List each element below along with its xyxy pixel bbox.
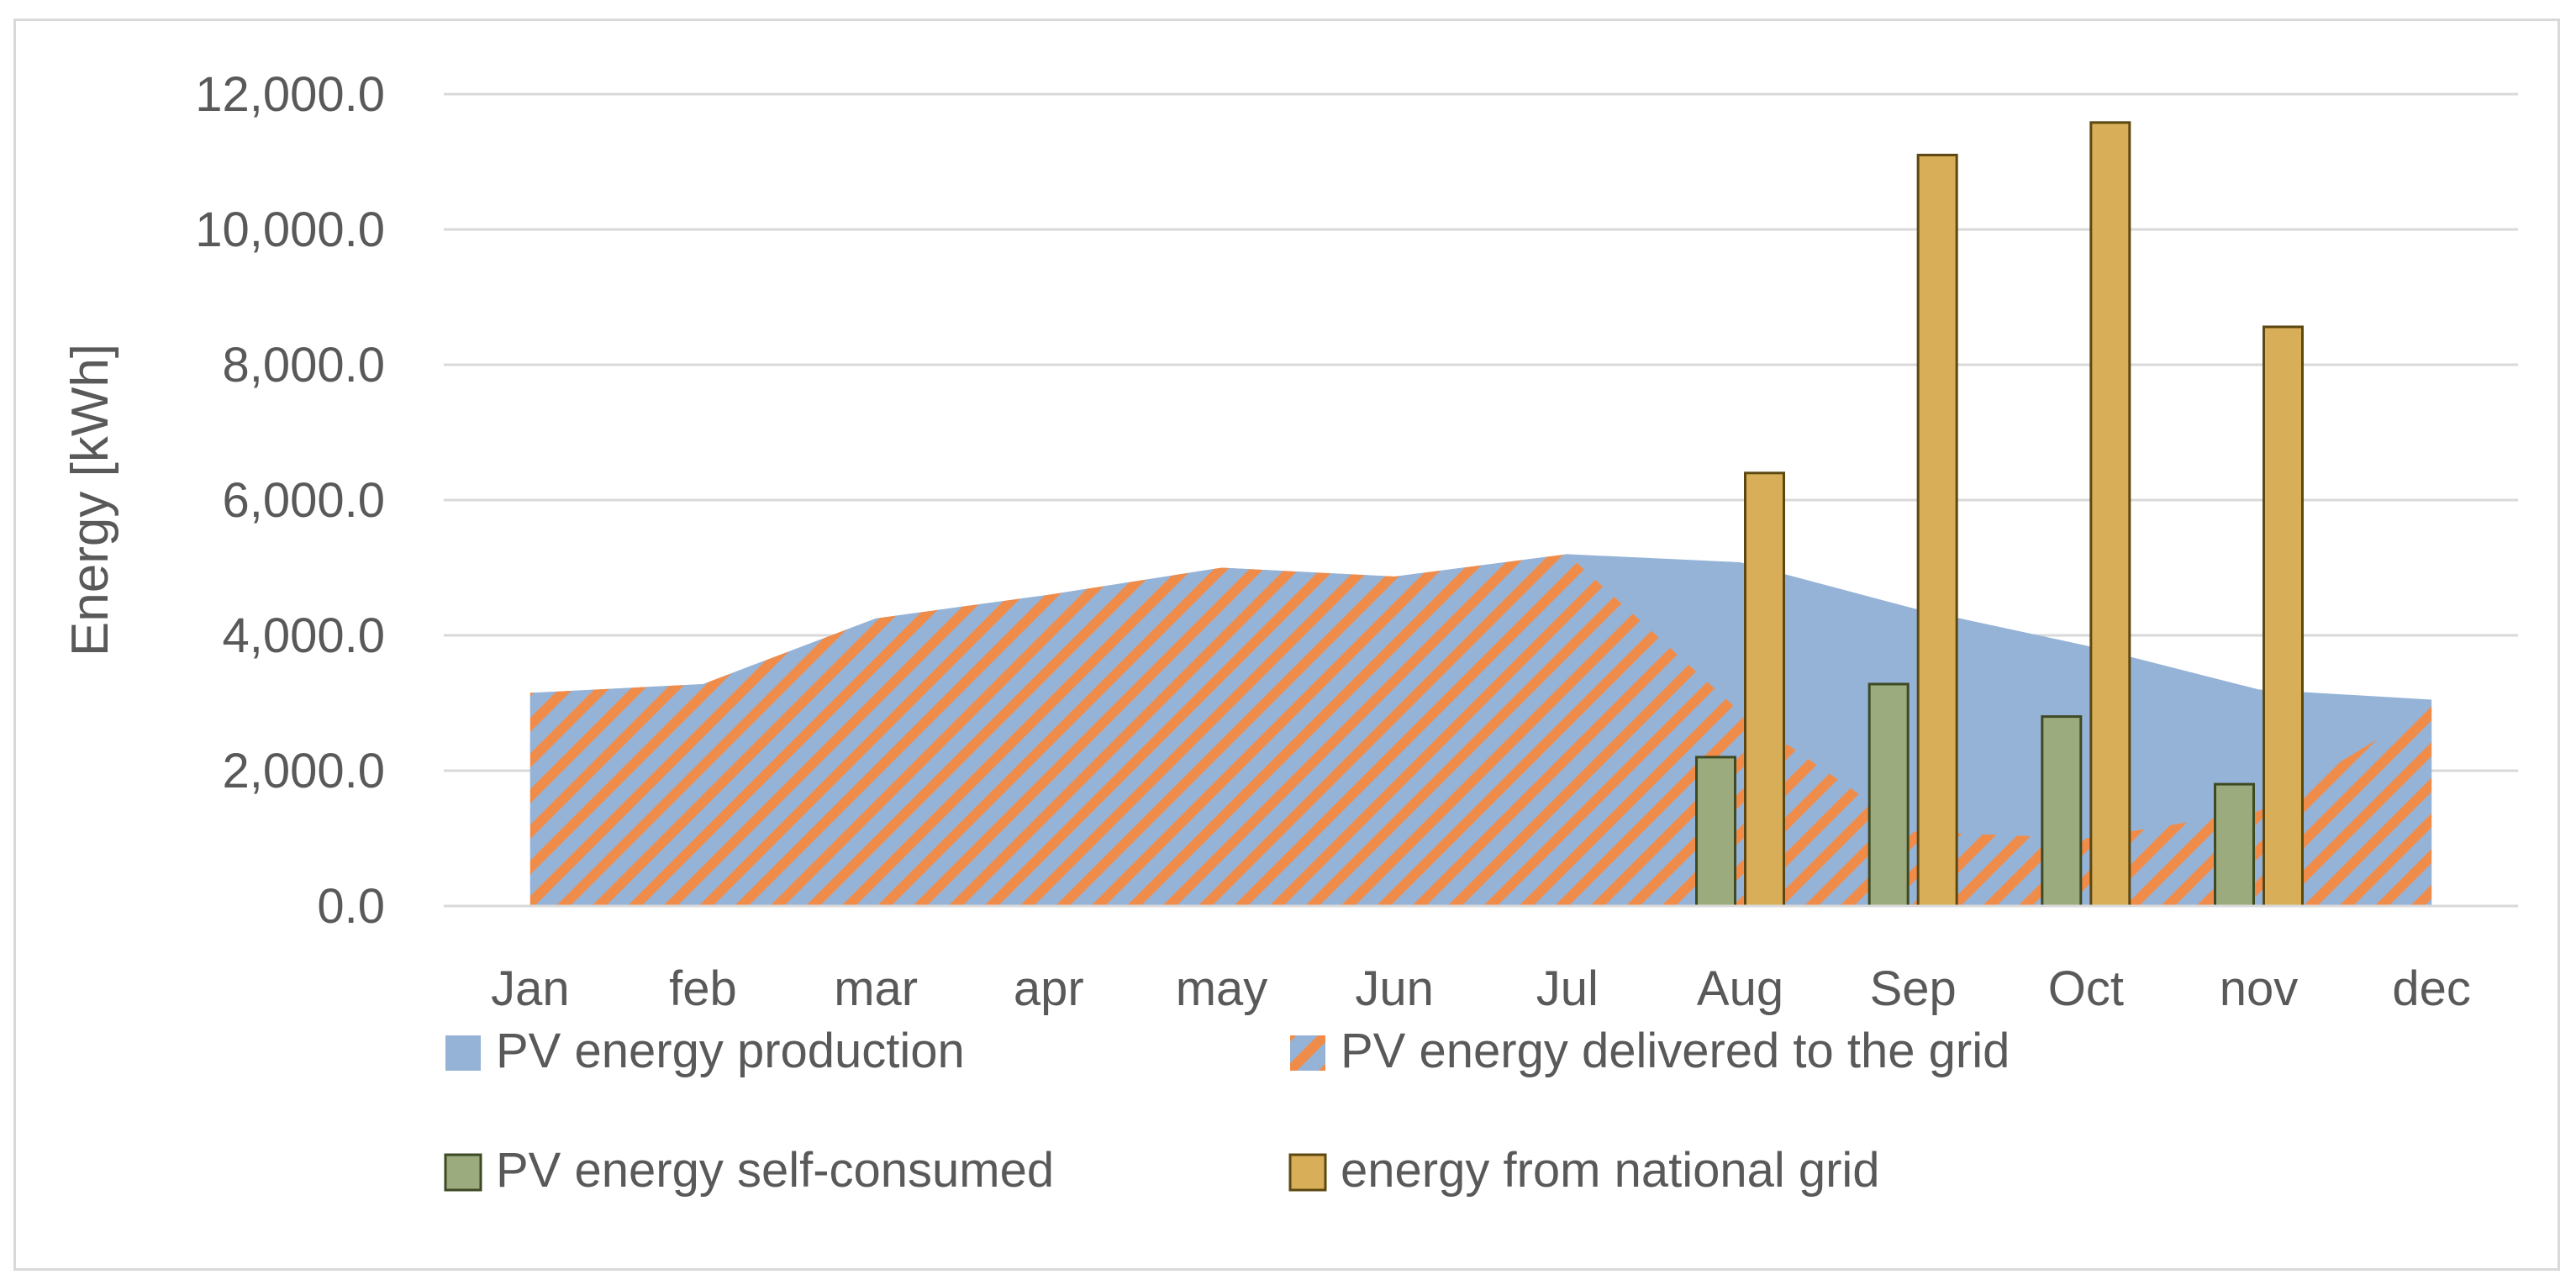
x-tick-label: mar	[834, 961, 918, 1016]
y-tick-label: 6,000.0	[222, 473, 385, 528]
legend-label: PV energy delivered to the grid	[1341, 1024, 2010, 1078]
legend-item: PV energy self-consumed	[444, 1143, 1054, 1198]
x-tick-label: feb	[669, 961, 737, 1016]
bar-self-consumed	[1695, 756, 1736, 908]
x-tick-label: Jan	[491, 961, 570, 1016]
x-tick-label: nov	[2220, 961, 2299, 1016]
area-pv-delivered	[529, 554, 2432, 906]
legend-label: PV energy self-consumed	[496, 1143, 1054, 1198]
bar-national-grid	[2263, 325, 2304, 908]
legend-swatch	[1288, 1153, 1327, 1192]
legend-swatch	[445, 1035, 481, 1071]
legend-label: energy from national grid	[1341, 1143, 1880, 1198]
legend-label: PV energy production	[496, 1024, 965, 1078]
bar-national-grid	[1916, 153, 1958, 908]
x-tick-label: may	[1176, 961, 1268, 1016]
y-tick-label: 4,000.0	[222, 608, 385, 663]
bar-self-consumed	[2214, 782, 2255, 908]
x-tick-label: dec	[2392, 961, 2471, 1016]
x-tick-label: Jul	[1536, 961, 1599, 1016]
bar-self-consumed	[2041, 715, 2083, 908]
area-series	[529, 554, 2432, 906]
legend-swatch	[1290, 1035, 1325, 1071]
y-tick-label: 8,000.0	[222, 338, 385, 392]
legend-item: PV energy delivered to the grid	[1290, 1024, 2010, 1078]
y-tick-label: 0.0	[317, 879, 385, 934]
x-tick-label: Oct	[2048, 961, 2124, 1016]
legend-item: PV energy production	[445, 1024, 965, 1078]
legend-item: energy from national grid	[1288, 1143, 1880, 1198]
bar-series	[1695, 121, 2304, 908]
bar-national-grid	[2089, 121, 2131, 908]
legend: PV energy production PV energy delivered …	[444, 1024, 2010, 1198]
bar-national-grid	[1744, 471, 1785, 908]
y-tick-label: 10,000.0	[195, 203, 385, 257]
legend-swatch	[444, 1153, 482, 1192]
x-tick-label: Jun	[1355, 961, 1434, 1016]
axes: 0.0 2,000.0 4,000.0 6,000.0 8,000.0 10,000.0 1…	[61, 67, 2518, 1016]
y-tick-label: 12,000.0	[195, 67, 385, 122]
x-tick-label: apr	[1014, 961, 1084, 1016]
y-tick-label: 2,000.0	[222, 744, 385, 798]
x-tick-label: Aug	[1697, 961, 1783, 1016]
bar-self-consumed	[1867, 682, 1910, 908]
y-axis-title: Energy [kWh]	[61, 344, 119, 656]
x-tick-label: Sep	[1870, 961, 1957, 1016]
